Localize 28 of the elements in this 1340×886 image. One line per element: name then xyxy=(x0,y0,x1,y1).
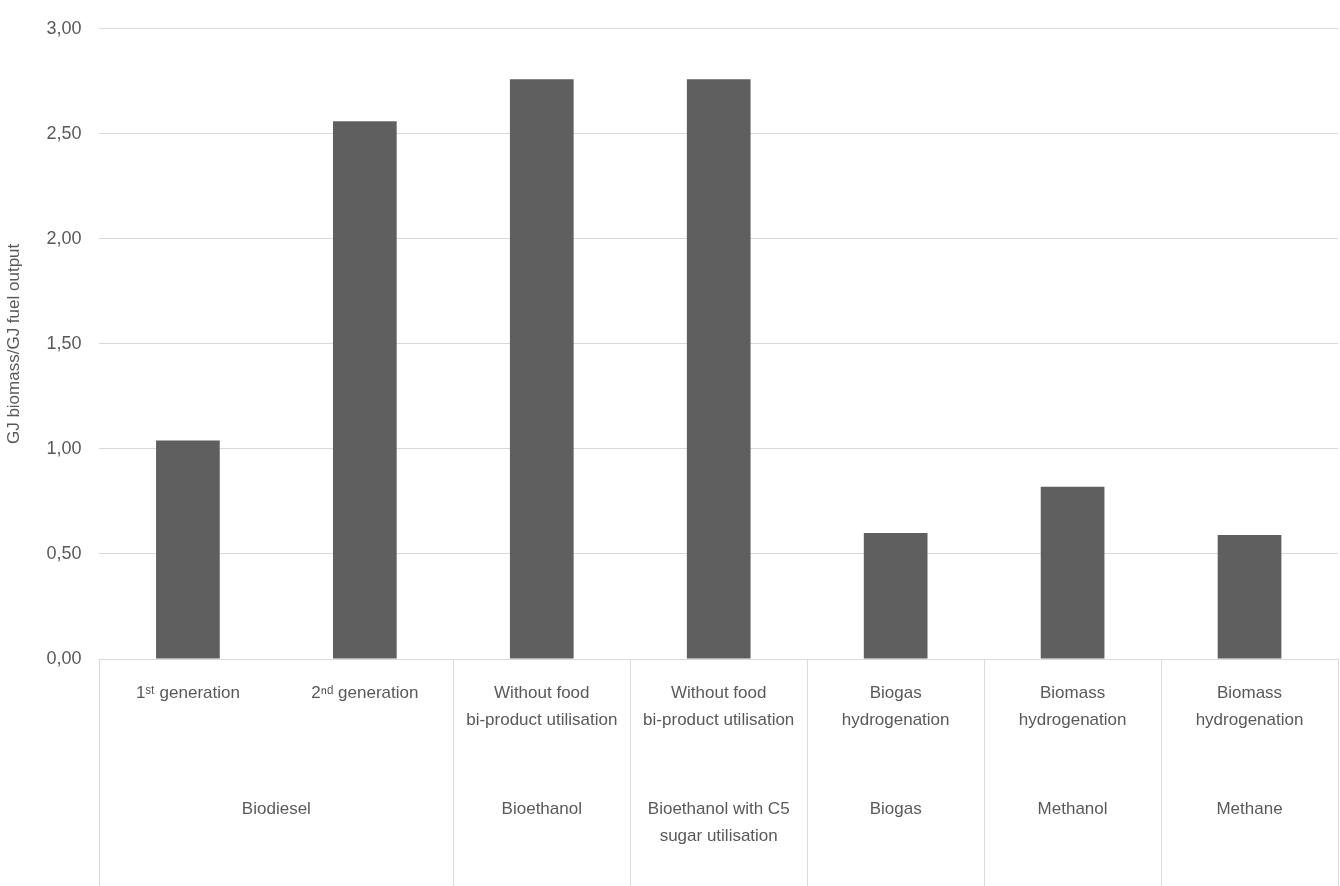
text: Methanol xyxy=(1037,798,1108,818)
bar xyxy=(1040,486,1105,659)
y-tick-label: 3,00 xyxy=(46,17,82,38)
x-tick-label: Biomass hydrogenation xyxy=(1195,682,1304,729)
y-tick-label: 0,00 xyxy=(46,647,82,668)
text: Methane xyxy=(1216,798,1283,818)
bar xyxy=(686,79,751,659)
y-tick-label: 2,00 xyxy=(46,227,82,248)
x-tick-label: 1ˢᵗ generation xyxy=(135,682,240,702)
y-tick-label: 2,50 xyxy=(46,122,82,143)
text: Biogas xyxy=(869,798,922,818)
bar xyxy=(332,121,397,659)
bar xyxy=(1217,535,1282,659)
y-tick-label: 1,00 xyxy=(46,437,82,458)
x-tick-label: Without food bi-product utilisation xyxy=(643,682,795,729)
x-tick-label: Without food bi-product utilisation xyxy=(466,682,618,729)
bar xyxy=(863,532,928,659)
y-axis-title: GJ biomass/GJ fuel output xyxy=(3,243,23,445)
x-tick-label: Biomass hydrogenation xyxy=(1018,682,1127,729)
text: Bioethanol xyxy=(501,798,582,818)
y-tick-label: 0,50 xyxy=(46,542,82,563)
bar xyxy=(509,79,574,659)
text: Biodiesel xyxy=(241,798,311,818)
y-tick-label: 1,50 xyxy=(46,332,82,353)
x-tick-label: Biogas hydrogenation xyxy=(841,682,950,729)
bar xyxy=(156,440,220,659)
text: Bioethanol with C5 sugar utilisation xyxy=(647,798,790,845)
x-tick-label: 2ⁿᵈ generation xyxy=(311,682,419,702)
